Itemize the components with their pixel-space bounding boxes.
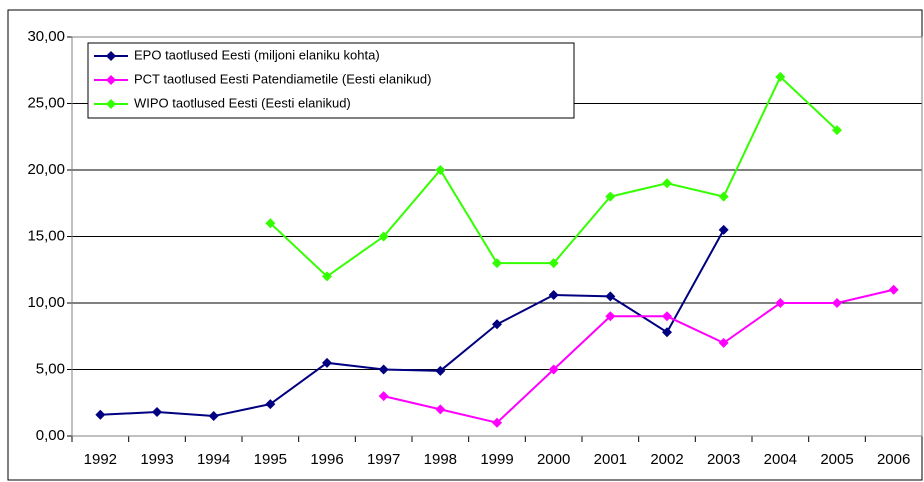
x-tick-label: 2003 <box>707 451 740 468</box>
x-tick-label: 1998 <box>424 451 457 468</box>
y-tick-label: 20,00 <box>27 161 65 178</box>
point <box>152 407 162 418</box>
legend-label: EPO taotlused Eesti (miljoni elaniku koh… <box>134 47 380 62</box>
series-line <box>100 229 725 418</box>
grid: 0,00 5,00 10,00 15,00 20,00 25,00 30,00 1992 199… <box>27 28 922 468</box>
point <box>378 364 389 375</box>
y-tick-label: 25,00 <box>27 94 65 111</box>
y-tick-label: 5,00 <box>36 360 65 377</box>
x-tick-label: 1992 <box>84 451 117 468</box>
point <box>548 290 559 301</box>
y-tick-label: 30,00 <box>27 28 65 45</box>
point <box>718 224 729 235</box>
x-tick-label: 1997 <box>367 451 400 468</box>
legend-marker <box>106 99 116 109</box>
point <box>265 218 276 229</box>
x-tick-label: 2004 <box>764 451 797 468</box>
x-tick-label: 2005 <box>820 451 853 468</box>
point <box>208 411 219 422</box>
legend-box <box>87 42 575 119</box>
point <box>322 357 332 368</box>
point <box>605 311 616 322</box>
x-tick-label: 2001 <box>594 451 627 468</box>
point <box>662 311 672 322</box>
marks <box>95 71 899 428</box>
point <box>322 271 332 282</box>
point <box>832 298 842 308</box>
point <box>492 417 502 428</box>
point <box>492 258 502 269</box>
point <box>832 125 842 136</box>
point <box>718 337 729 348</box>
x-tick-label: 1993 <box>140 451 173 468</box>
point <box>662 178 672 189</box>
point <box>378 391 389 402</box>
x-tick-label: 1995 <box>254 451 287 468</box>
point <box>378 231 389 242</box>
point <box>548 364 559 375</box>
point <box>605 191 616 202</box>
legend-label: PCT taotlused Eesti Patendiametile (Eest… <box>134 71 431 86</box>
plot-area <box>71 36 923 437</box>
x-tick-label: 1994 <box>197 451 230 468</box>
x-tick-label: 2002 <box>650 451 683 468</box>
point <box>435 365 446 376</box>
legend-marker <box>106 75 116 85</box>
point <box>775 298 786 308</box>
point <box>662 327 672 338</box>
point <box>435 404 446 415</box>
series-line <box>383 288 894 424</box>
legend-label: WIPO taotlused Eesti (Eesti elanikud) <box>134 95 351 110</box>
y-tick-label: 10,00 <box>27 294 65 311</box>
point <box>548 258 559 269</box>
point <box>95 409 106 420</box>
x-tick-label: 2000 <box>537 451 570 468</box>
point <box>435 165 446 175</box>
point <box>492 319 502 330</box>
point <box>888 284 899 295</box>
point <box>265 399 276 410</box>
x-tick-label: 1996 <box>310 451 343 468</box>
y-tick-label: 15,00 <box>27 227 65 244</box>
x-tick-label: 1999 <box>480 451 513 468</box>
point <box>718 191 729 202</box>
point <box>775 71 786 82</box>
legend: EPO taotlused Eesti (miljoni elaniku koh… <box>87 42 575 119</box>
legend-marker <box>106 51 116 61</box>
x-tick-label: 2006 <box>877 451 910 468</box>
y-tick-label: 0,00 <box>36 427 65 444</box>
point <box>605 291 616 302</box>
